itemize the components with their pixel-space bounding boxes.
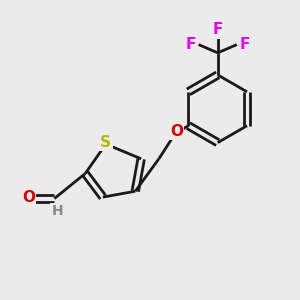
Text: F: F [185,37,196,52]
Text: F: F [240,37,250,52]
Text: F: F [212,22,223,38]
Text: O: O [22,190,35,205]
Text: S: S [100,135,111,150]
Text: O: O [170,124,183,139]
Text: H: H [51,204,63,218]
